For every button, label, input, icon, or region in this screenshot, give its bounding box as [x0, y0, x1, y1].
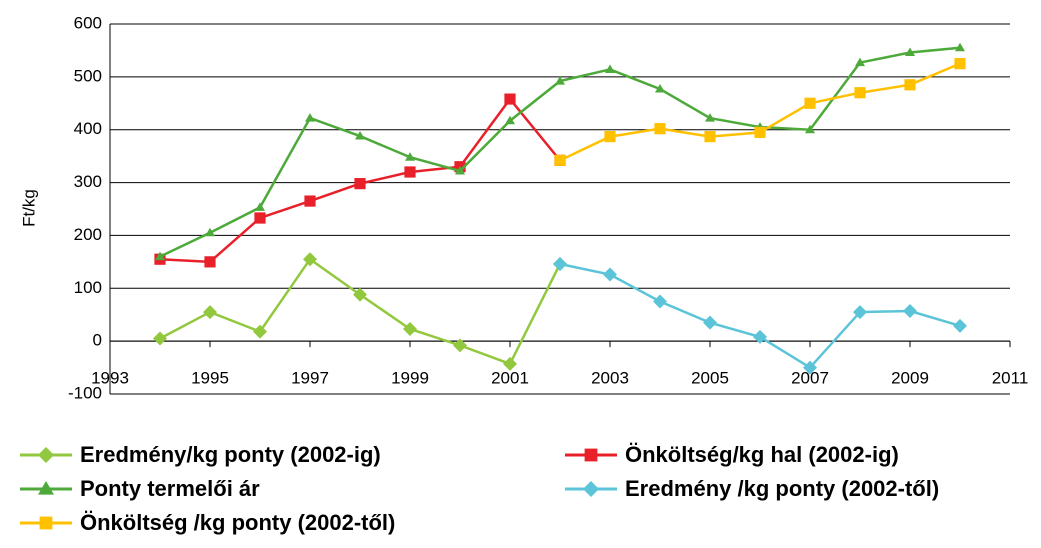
x-tick-label: 2005 [691, 369, 729, 388]
marker [304, 195, 316, 207]
x-tick-label: 2003 [591, 369, 629, 388]
marker [305, 113, 315, 122]
marker [905, 47, 915, 57]
marker [704, 130, 716, 143]
marker [38, 447, 54, 463]
marker [803, 360, 817, 375]
marker [38, 481, 54, 495]
legend-label: Ponty termelői ár [80, 476, 260, 501]
marker [505, 115, 515, 125]
marker [605, 64, 615, 73]
marker [503, 356, 517, 371]
marker [555, 76, 565, 85]
marker [354, 178, 366, 190]
marker [553, 256, 567, 271]
marker [203, 305, 217, 320]
marker [155, 251, 165, 261]
marker [403, 321, 417, 336]
y-axis-label: Ft/kg [19, 189, 38, 227]
legend-label: Eredmény/kg ponty (2002-ig) [80, 442, 381, 467]
marker [754, 126, 766, 138]
marker [584, 448, 598, 462]
marker [805, 124, 815, 134]
marker [353, 287, 367, 302]
marker [355, 131, 365, 140]
marker [604, 130, 616, 143]
marker [954, 58, 966, 70]
marker [554, 154, 566, 166]
x-tick-label: 2009 [891, 369, 929, 388]
marker [39, 516, 53, 530]
x-tick-label: 2001 [491, 369, 529, 388]
y-tick-label: 600 [74, 13, 102, 32]
marker [303, 252, 317, 267]
y-tick-label: 0 [93, 331, 102, 350]
legend-label: Önköltség/kg hal (2002-ig) [625, 442, 899, 467]
series-line [159, 257, 562, 366]
marker [603, 267, 617, 282]
x-tick-label: 2007 [791, 369, 829, 388]
marker [703, 315, 717, 330]
legend-label: Eredmény /kg ponty (2002-től) [625, 476, 939, 501]
y-tick-label: 200 [74, 225, 102, 244]
marker [405, 152, 415, 161]
marker [855, 57, 865, 67]
marker [583, 481, 599, 497]
marker [254, 212, 266, 224]
marker [654, 123, 666, 135]
y-tick-label: -100 [68, 383, 102, 402]
marker [804, 97, 816, 109]
marker [653, 294, 667, 309]
marker [205, 227, 215, 237]
marker [953, 318, 967, 333]
marker [453, 338, 467, 353]
y-tick-label: 500 [74, 66, 102, 85]
marker [404, 166, 416, 178]
marker [153, 331, 167, 346]
marker [955, 42, 965, 52]
legend-label: Önköltség /kg ponty (2002-től) [80, 510, 395, 535]
marker [455, 165, 465, 175]
x-tick-label: 1995 [191, 369, 229, 388]
x-tick-label: 1997 [291, 369, 329, 388]
y-tick-label: 400 [74, 119, 102, 138]
series-line [559, 62, 961, 162]
marker [753, 329, 767, 344]
y-tick-label: 100 [74, 278, 102, 297]
marker [705, 113, 715, 122]
y-tick-label: 300 [74, 172, 102, 191]
x-tick-label: 1999 [391, 369, 429, 388]
marker [854, 87, 866, 99]
marker [253, 324, 267, 339]
marker [904, 79, 916, 91]
marker [655, 84, 665, 93]
marker [204, 256, 216, 268]
x-tick-label: 2011 [992, 369, 1029, 388]
marker [853, 305, 867, 320]
marker [255, 202, 265, 211]
x-tick-label: 1993 [91, 369, 129, 388]
marker [504, 93, 516, 105]
series-line [559, 262, 961, 370]
marker [903, 304, 917, 319]
